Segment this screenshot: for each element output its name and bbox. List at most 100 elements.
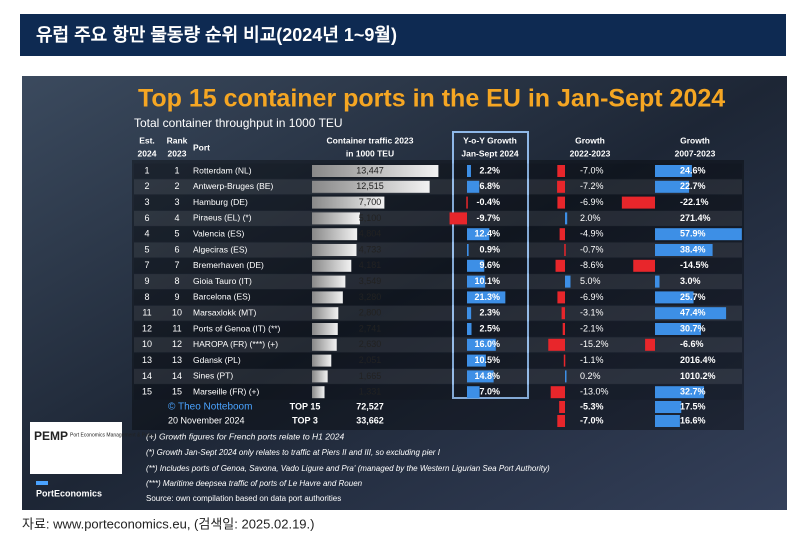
row-band xyxy=(134,242,742,258)
growth-bar xyxy=(559,228,565,241)
cell: 3,549 xyxy=(359,276,382,286)
credit-date: 20 November 2024 xyxy=(168,415,245,425)
note: (*) Growth Jan-Sept 2024 only relates to… xyxy=(146,448,441,457)
cell: Gdansk (PL) xyxy=(193,355,241,365)
cell: 12 xyxy=(172,339,182,349)
cell: 271.4% xyxy=(680,213,711,223)
cell: 9 xyxy=(174,292,179,302)
cell: 1010.2% xyxy=(680,371,716,381)
column-header: Y-o-Y Growth xyxy=(463,135,517,145)
growth-bar xyxy=(563,354,566,367)
cell: Marsaxlokk (MT) xyxy=(193,307,256,317)
cell: Bremerhaven (DE) xyxy=(193,260,264,270)
cell: 10.5% xyxy=(474,355,500,365)
cell: Rotterdam (NL) xyxy=(193,165,252,175)
growth-bar xyxy=(467,338,496,351)
growth-bar xyxy=(557,415,565,427)
credit-author: © Theo Notteboom xyxy=(168,402,252,413)
cell: 5 xyxy=(174,229,179,239)
cell: 11 xyxy=(172,323,181,333)
row-band xyxy=(134,321,742,337)
total-growth: 17.5% xyxy=(680,401,706,411)
logo-bg xyxy=(30,422,122,474)
cell: -22.1% xyxy=(680,197,709,207)
growth-bar xyxy=(655,386,705,399)
cell: -14.5% xyxy=(680,260,709,270)
row-band xyxy=(134,226,742,242)
cell: 3,280 xyxy=(359,292,382,302)
cell: 16.0% xyxy=(474,339,500,349)
growth-bar xyxy=(565,370,567,383)
figure-title: Top 15 container ports in the EU in Jan-… xyxy=(138,85,725,113)
cell: 15 xyxy=(142,387,152,397)
cell: 7,700 xyxy=(359,197,382,207)
growth-bar xyxy=(467,291,506,304)
cell: 9 xyxy=(144,276,149,286)
cell: -15.2% xyxy=(580,339,609,349)
growth-bar xyxy=(655,180,690,193)
cell: 11 xyxy=(142,308,151,318)
growth-bar xyxy=(467,323,472,335)
column-header: Growth xyxy=(680,135,710,145)
cell: -2.1% xyxy=(580,323,604,333)
growth-bar xyxy=(565,275,571,288)
cell: 2,741 xyxy=(359,323,382,333)
cell: -0.7% xyxy=(580,244,604,254)
traffic-bar xyxy=(312,354,332,367)
cell: Marseille (FR) (+) xyxy=(193,386,260,396)
cell: 5 xyxy=(144,244,149,254)
cell: 14.8% xyxy=(474,371,500,381)
growth-bar xyxy=(564,244,566,256)
cell: 6 xyxy=(174,244,179,254)
logo-name: Port Economics Management & Policy xyxy=(70,432,156,438)
growth-bar xyxy=(467,275,486,288)
cell: 1,665 xyxy=(359,371,382,381)
header-title: 유럽 주요 항만 물동량 순위 비교(2024년 1~9월) xyxy=(36,25,397,45)
cell: -7.0% xyxy=(580,165,604,175)
cell: 1 xyxy=(174,165,179,175)
cell: 7 xyxy=(144,260,149,270)
cell: HAROPA (FR) (***) (+) xyxy=(193,339,278,349)
traffic-bar xyxy=(312,291,343,304)
traffic-bar xyxy=(312,370,328,383)
row-band xyxy=(134,353,742,369)
row-band xyxy=(134,258,742,274)
cell: Gioia Tauro (IT) xyxy=(193,276,252,286)
column-header: in 1000 TEU xyxy=(346,148,394,158)
cell: Sines (PT) xyxy=(193,371,233,381)
traffic-bar xyxy=(312,212,360,225)
row-band xyxy=(134,179,742,195)
growth-bar xyxy=(655,323,702,335)
note: (***) Maritime deepsea traffic of ports … xyxy=(146,479,363,488)
cell: 1 xyxy=(144,165,149,175)
growth-bar xyxy=(467,228,490,241)
column-header: Est. xyxy=(139,135,155,145)
cell: 8 xyxy=(144,292,149,302)
cell: 0.9% xyxy=(479,244,500,254)
growth-bar xyxy=(559,401,565,413)
growth-bar xyxy=(466,196,468,209)
growth-bar xyxy=(655,228,742,241)
table: Est. 2024 Rank 2023 Port Container traffic 20… xyxy=(134,135,742,427)
growth-bar xyxy=(467,165,471,177)
cell: 3.0% xyxy=(680,276,701,286)
growth-bar xyxy=(655,415,680,427)
growth-bar xyxy=(467,307,472,320)
row-band xyxy=(134,289,742,305)
growth-bar xyxy=(555,259,565,272)
cell: 4 xyxy=(174,213,179,223)
cell: -8.6% xyxy=(580,260,604,270)
traffic-bar xyxy=(312,180,430,193)
column-header: Container traffic 2023 xyxy=(327,135,414,145)
cell: 2,800 xyxy=(359,308,382,318)
column-header: 2022-2023 xyxy=(570,148,611,158)
growth-bar xyxy=(655,165,692,177)
cell: 2.2% xyxy=(479,165,500,175)
row-band xyxy=(134,274,742,290)
growth-bar xyxy=(449,212,467,225)
logo-stripe xyxy=(36,481,48,485)
cell: 32.7% xyxy=(680,387,706,397)
growth-bar xyxy=(655,401,682,413)
